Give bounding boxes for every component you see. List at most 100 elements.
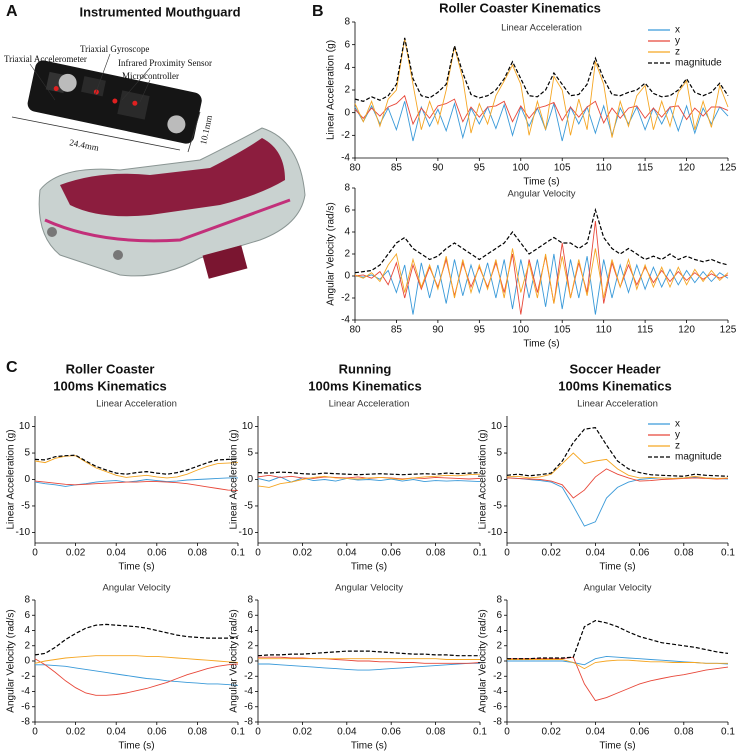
y-tick-label: 4 bbox=[344, 62, 350, 73]
x-tick-label: 0.06 bbox=[147, 727, 167, 738]
data-line bbox=[35, 664, 239, 686]
y-tick-label: 0 bbox=[247, 656, 253, 667]
y-tick-label: 2 bbox=[247, 640, 253, 651]
x-tick-label: 0.08 bbox=[188, 548, 208, 559]
data-line bbox=[34, 655, 239, 664]
x-tick-label: 0.1 bbox=[721, 548, 735, 559]
annotation: Triaxial Accelerometer bbox=[4, 54, 87, 64]
y-tick-label: 2 bbox=[496, 640, 502, 651]
y-tick-label: -4 bbox=[493, 686, 502, 697]
legend-label: x bbox=[675, 419, 680, 430]
y-tick-label: -8 bbox=[21, 717, 30, 728]
panel-label: C bbox=[6, 359, 18, 376]
x-tick-label: 0 bbox=[32, 548, 38, 559]
y-tick-label: -8 bbox=[493, 717, 502, 728]
y-tick-label: 8 bbox=[344, 183, 350, 194]
annotation: Triaxial Gyroscope bbox=[80, 44, 149, 54]
data-line bbox=[354, 94, 729, 126]
x-tick-label: 0.02 bbox=[541, 727, 561, 738]
column-title: 100ms Kinematics bbox=[308, 378, 421, 393]
chart-subtitle: Linear Acceleration bbox=[96, 399, 177, 410]
x-tick-label: 0 bbox=[504, 548, 510, 559]
x-tick-label: 0 bbox=[504, 727, 510, 738]
y-tick-label: -4 bbox=[21, 686, 30, 697]
data-line bbox=[257, 476, 481, 483]
x-tick-label: 115 bbox=[637, 325, 653, 336]
data-line bbox=[506, 468, 729, 499]
panel-title: Instrumented Mouthguard bbox=[79, 4, 240, 19]
data-line bbox=[354, 37, 729, 102]
y-tick-label: 4 bbox=[496, 625, 502, 636]
y-tick-label: 4 bbox=[344, 227, 350, 238]
y-tick-label: -4 bbox=[341, 153, 350, 164]
x-tick-label: 0.02 bbox=[293, 727, 313, 738]
y-tick-label: -5 bbox=[493, 501, 502, 512]
y-tick-label: 6 bbox=[344, 205, 350, 216]
y-tick-label: 6 bbox=[344, 39, 350, 50]
x-tick-label: 0 bbox=[32, 727, 38, 738]
y-tick-label: -2 bbox=[21, 671, 30, 682]
x-tick-label: 0.1 bbox=[473, 727, 487, 738]
x-axis-label: Time (s) bbox=[118, 741, 154, 752]
y-tick-label: -5 bbox=[21, 501, 30, 512]
column-title: 100ms Kinematics bbox=[558, 378, 671, 393]
column-title: Running bbox=[339, 361, 392, 376]
y-tick-label: 6 bbox=[24, 610, 30, 621]
x-tick-label: 0.1 bbox=[721, 727, 735, 738]
chart-subtitle: Angular Velocity bbox=[335, 583, 403, 594]
x-tick-label: 0.08 bbox=[426, 727, 446, 738]
x-tick-label: 0.04 bbox=[337, 548, 357, 559]
data-line bbox=[34, 480, 239, 492]
x-tick-label: 0.02 bbox=[66, 548, 86, 559]
y-tick-label: -4 bbox=[244, 686, 253, 697]
x-tick-label: 0.02 bbox=[66, 727, 86, 738]
x-tick-label: 90 bbox=[432, 325, 444, 336]
x-tick-label: 0.1 bbox=[473, 548, 487, 559]
x-tick-label: 110 bbox=[596, 163, 612, 174]
y-tick-label: 8 bbox=[247, 595, 253, 606]
chart: Linear Acceleration -4 -2 0 2 4 6 8 80 85 90 95 100 1… bbox=[326, 17, 737, 188]
x-tick-label: 95 bbox=[474, 325, 486, 336]
x-axis-label: Time (s) bbox=[523, 177, 559, 188]
x-tick-label: 90 bbox=[432, 163, 444, 174]
y-tick-label: 5 bbox=[24, 448, 30, 459]
data-line bbox=[354, 248, 729, 304]
y-tick-label: 8 bbox=[344, 17, 350, 28]
y-tick-label: 0 bbox=[496, 656, 502, 667]
x-tick-label: 0.02 bbox=[541, 548, 561, 559]
x-axis-label: Time (s) bbox=[351, 741, 387, 752]
data-line bbox=[34, 623, 238, 656]
chart: Angular Velocity -8 -6 -4 -2 0 2 4 6 8 0 0.02 0.04 0.… bbox=[229, 583, 488, 752]
dimension-label: 24.4mm bbox=[69, 137, 100, 152]
y-tick-label: -2 bbox=[244, 671, 253, 682]
data-line bbox=[258, 662, 480, 671]
x-tick-label: 0.04 bbox=[586, 548, 606, 559]
y-tick-label: 8 bbox=[24, 595, 30, 606]
chart: Linear Acceleration -10 -5 0 5 10 0 0.02 0.04 0.0… bbox=[229, 399, 488, 573]
data-line bbox=[507, 659, 728, 670]
data-line bbox=[506, 476, 729, 527]
y-tick-label: 10 bbox=[242, 421, 254, 432]
x-tick-label: 80 bbox=[349, 325, 361, 336]
column-title: 100ms Kinematics bbox=[53, 378, 166, 393]
x-axis-label: Time (s) bbox=[118, 562, 154, 573]
chart-subtitle: Angular Velocity bbox=[507, 189, 575, 200]
column-title: Roller Coaster bbox=[66, 361, 155, 376]
x-tick-label: 105 bbox=[554, 325, 571, 336]
panel-title: Roller Coaster Kinematics bbox=[439, 0, 601, 15]
x-tick-label: 0.04 bbox=[106, 727, 126, 738]
chart-subtitle: Linear Acceleration bbox=[329, 399, 410, 410]
x-axis-label: Time (s) bbox=[599, 562, 635, 573]
data-line bbox=[507, 619, 729, 660]
y-axis-label: Angular Velocity (rad/s) bbox=[229, 609, 240, 712]
x-tick-label: 80 bbox=[349, 163, 361, 174]
data-line bbox=[258, 658, 480, 660]
legend-label: magnitude bbox=[675, 58, 722, 69]
y-tick-label: -6 bbox=[493, 701, 502, 712]
y-tick-label: -6 bbox=[21, 701, 30, 712]
data-line bbox=[354, 253, 729, 315]
legend-label: magnitude bbox=[675, 452, 722, 463]
data-line bbox=[354, 207, 729, 274]
y-tick-label: 0 bbox=[24, 656, 30, 667]
x-tick-label: 125 bbox=[720, 325, 737, 336]
